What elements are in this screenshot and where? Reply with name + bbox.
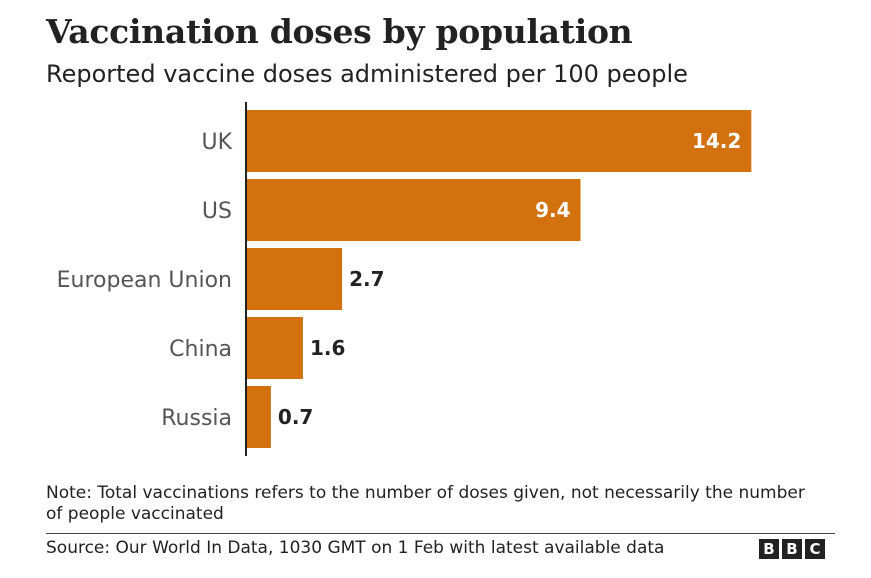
value-label: 14.2 [692, 129, 741, 153]
chart-subtitle: Reported vaccine doses administered per … [46, 60, 688, 88]
category-label: China [169, 337, 232, 362]
bar-chart: UK 14.2 US 9.4 European Union 2.7 China 1.6 Russ… [57, 102, 752, 456]
bbc-logo-letter-2: B [782, 539, 802, 559]
bbc-logo-letter-1: B [759, 539, 779, 559]
value-label: 2.7 [349, 267, 384, 291]
category-label: European Union [57, 268, 232, 293]
value-label: 1.6 [310, 336, 345, 360]
bar-russia [246, 386, 271, 448]
category-label: US [202, 199, 232, 224]
chart-title: Vaccination doses by population [46, 12, 633, 51]
bbc-logo: B B C [759, 539, 825, 559]
value-label: 0.7 [278, 405, 313, 429]
value-label: 9.4 [535, 198, 570, 222]
bar-uk [246, 110, 752, 172]
category-label: UK [201, 130, 232, 155]
bbc-logo-letter-3: C [805, 539, 825, 559]
chart-source: Source: Our World In Data, 1030 GMT on 1… [46, 538, 665, 558]
bar-china [246, 317, 303, 379]
bar-us [246, 179, 581, 241]
bar-european-union [246, 248, 343, 310]
footer-divider [46, 533, 835, 534]
category-label: Russia [161, 406, 232, 431]
chart-note: Note: Total vaccinations refers to the n… [46, 483, 805, 524]
